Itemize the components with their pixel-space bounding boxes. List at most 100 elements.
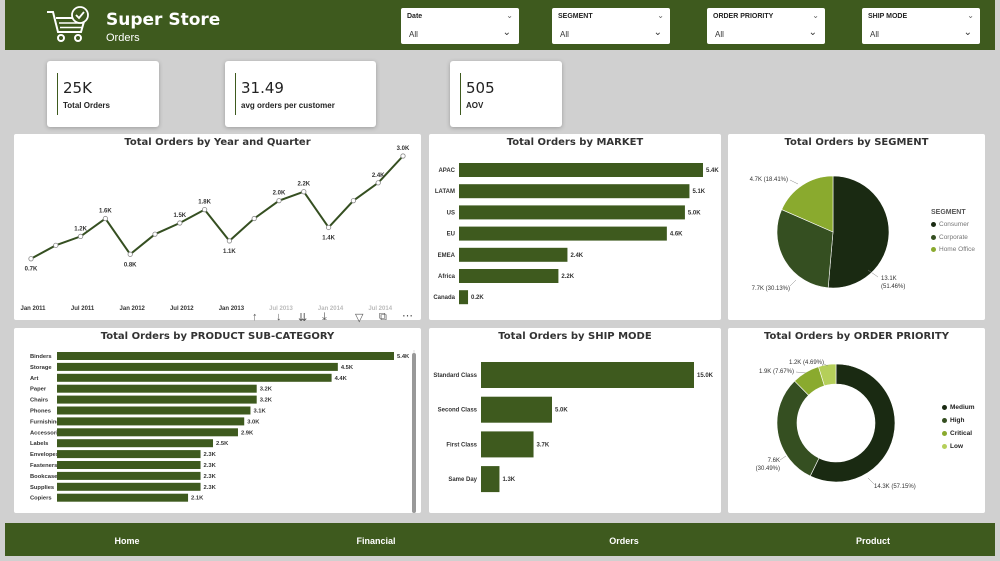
filter-icon[interactable]: ▽: [355, 312, 364, 324]
bar: [57, 493, 189, 502]
data-point: [177, 220, 183, 226]
arrow-down-icon[interactable]: ↓: [276, 311, 282, 323]
line-chart: 0.7K 1.2K 1.6K 0.8K 1.5K 1.8K 1.1K 2.0K 2.2K 1.4K…: [20, 146, 410, 312]
bar: [481, 431, 534, 458]
segment-slicer[interactable]: SEGMENT ⌄ All ⌄: [552, 8, 670, 44]
chevron-up-icon[interactable]: ⌄: [657, 11, 664, 20]
value-label: 0.2K: [471, 295, 484, 301]
value-label: 2.3K: [204, 485, 217, 491]
nav-product[interactable]: Product: [855, 536, 890, 546]
nav-home[interactable]: Home: [114, 536, 140, 546]
chart-orders-by-market[interactable]: Total Orders by MARKET APAC 5.4K LATAM 5.1K…: [429, 134, 721, 320]
scrollbar-thumb[interactable]: [412, 353, 416, 513]
bar: [459, 184, 690, 199]
chevron-down-icon[interactable]: ⌄: [963, 27, 972, 38]
value-label: 5.0K: [555, 408, 568, 414]
data-label: 2.4K: [372, 173, 385, 179]
value-label: 5.4K: [397, 354, 410, 360]
series-line: [30, 155, 404, 260]
bar: [459, 269, 559, 283]
value-label: 5.1K: [692, 189, 705, 195]
legend-item-consumer[interactable]: Consumer: [931, 221, 969, 228]
drill-down-icon[interactable]: ⇊: [298, 312, 308, 324]
focus-mode-icon[interactable]: ⧉: [379, 311, 387, 323]
data-point: [78, 233, 84, 240]
chart-orders-by-ship-mode[interactable]: Total Orders by SHIP MODE Standard Class…: [429, 328, 721, 513]
category-label: Accessories: [30, 430, 64, 436]
pie-chart: 13.1K (51.46%) 7.7K (30.13%) 4.7K (18.41%): [750, 175, 905, 292]
chevron-down-icon[interactable]: ⌄: [653, 27, 662, 38]
slicer-label: Date: [407, 13, 423, 20]
tick-label: Jul 2012: [170, 306, 194, 312]
slice-label: 7.6K: [768, 458, 780, 464]
legend-item-high[interactable]: High: [942, 417, 964, 424]
chevron-down-icon[interactable]: ⌄: [502, 27, 511, 38]
legend-item-home-office[interactable]: Home Office: [931, 246, 975, 253]
value-label: 4.5K: [341, 365, 354, 371]
ship-mode-slicer[interactable]: SHIP MODE ⌄ All ⌄: [862, 8, 980, 44]
legend-item-low[interactable]: Low: [942, 443, 963, 450]
kpi-aov: 505 AOV: [450, 61, 562, 127]
more-options-icon[interactable]: ⋯: [402, 310, 413, 322]
data-point: [400, 153, 406, 159]
tick-label: Jan 2014: [318, 306, 344, 312]
chart-orders-by-sub-category[interactable]: Total Orders by PRODUCT SUB-CATEGORY Bin…: [14, 328, 421, 513]
kpi-accent-bar: [235, 73, 236, 115]
chart-orders-by-order-priority[interactable]: Total Orders by ORDER PRIORITY 14.3K (57…: [728, 328, 985, 513]
bar: [459, 205, 685, 220]
nav-financial[interactable]: Financial: [356, 536, 396, 546]
chart-title: Total Orders by MARKET: [506, 137, 644, 148]
chevron-up-icon[interactable]: ⌄: [506, 11, 513, 20]
chevron-up-icon[interactable]: ⌄: [967, 11, 974, 20]
kpi-avg-orders: 31.49 avg orders per customer: [225, 61, 376, 127]
kpi-value: 25K: [63, 79, 92, 97]
bar: [57, 406, 251, 415]
chevron-up-icon[interactable]: ⌄: [812, 11, 819, 20]
value-label: 2.3K: [204, 463, 217, 469]
value-label: 2.9K: [241, 430, 254, 436]
arrow-up-icon[interactable]: ↑: [252, 311, 258, 323]
category-label: US: [447, 210, 455, 216]
chevron-down-icon[interactable]: ⌄: [808, 27, 817, 38]
chart-orders-by-year-quarter[interactable]: Total Orders by Year and Quarter 0.7K 1.2…: [14, 134, 421, 320]
expand-down-icon[interactable]: ⤓: [322, 311, 327, 323]
slicer-label: SHIP MODE: [868, 13, 908, 20]
data-point: [350, 198, 356, 204]
legend-item-corporate[interactable]: Corporate: [931, 234, 968, 241]
legend-item-critical[interactable]: Critical: [942, 430, 972, 437]
data-point: [53, 242, 59, 248]
value-label: 3.7K: [537, 442, 550, 448]
data-label: 1.8K: [198, 200, 211, 206]
data-point: [202, 207, 208, 213]
category-label: Second Class: [438, 408, 478, 414]
data-label: 1.2K: [74, 226, 87, 232]
chart-title: Total Orders by SHIP MODE: [498, 331, 652, 342]
pie-slice: [781, 175, 834, 233]
footer-nav: Home Financial Orders Product: [5, 523, 995, 556]
leader-line: [867, 269, 879, 278]
slice-label: 14.3K (57.15%): [874, 484, 916, 490]
slice-label: (30.49%): [756, 466, 780, 472]
tick-label: Jul 2013: [269, 306, 293, 312]
value-label: 5.0K: [688, 210, 701, 216]
category-label: EMEA: [438, 253, 456, 259]
category-label: Envelopes: [30, 452, 59, 458]
data-label: 3.0K: [397, 146, 410, 152]
data-point: [251, 215, 257, 222]
data-label: 1.4K: [322, 235, 335, 241]
chart-title: Total Orders by Year and Quarter: [124, 137, 311, 148]
category-label: Labels: [30, 441, 48, 447]
kpi-value: 505: [466, 79, 495, 97]
kpi-label: avg orders per customer: [241, 101, 335, 110]
value-label: 5.4K: [706, 168, 719, 174]
chart-title: Total Orders by ORDER PRIORITY: [764, 331, 949, 342]
category-label: Africa: [438, 274, 456, 280]
leader-line: [789, 279, 797, 287]
order-priority-slicer[interactable]: ORDER PRIORITY ⌄ All ⌄: [707, 8, 825, 44]
legend-item-medium[interactable]: Medium: [942, 404, 975, 411]
kpi-label: AOV: [466, 101, 484, 110]
nav-orders[interactable]: Orders: [609, 536, 639, 546]
chart-orders-by-segment[interactable]: Total Orders by SEGMENT 13.1K (51.46%) 7.7…: [728, 134, 985, 320]
category-label: Binders: [30, 354, 52, 360]
date-slicer[interactable]: Date ⌄ All ⌄: [401, 8, 519, 44]
